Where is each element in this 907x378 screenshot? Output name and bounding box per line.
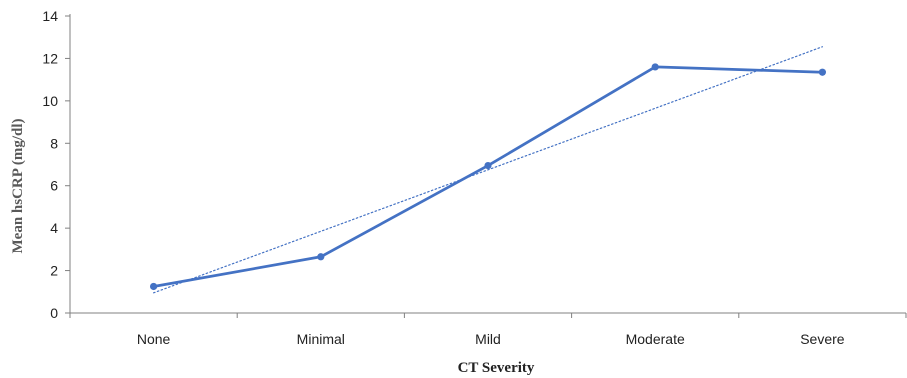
y-tick-label: 2 <box>50 263 58 279</box>
data-point <box>317 253 325 261</box>
x-tick-label: Minimal <box>297 331 345 347</box>
data-point <box>818 68 827 76</box>
series-line <box>152 65 824 288</box>
data-point <box>150 282 158 291</box>
x-tick-label: Severe <box>800 331 845 347</box>
y-tick-label: 4 <box>50 220 58 236</box>
data-point <box>651 63 659 71</box>
x-tick-label: Moderate <box>626 331 685 347</box>
y-axis-title: Mean hsCRP (mg/dl) <box>10 118 26 253</box>
y-tick-label: 0 <box>50 305 58 321</box>
y-tick-label: 6 <box>50 178 58 194</box>
y-tick-label: 14 <box>42 8 58 24</box>
x-tick-label: None <box>137 331 171 347</box>
x-axis: None Minimal Mild Moderate Severe <box>69 312 907 347</box>
linear-trendline <box>153 46 824 294</box>
y-tick-label: 10 <box>42 93 58 109</box>
y-tick-label: 12 <box>42 50 58 66</box>
x-tick-label: Mild <box>475 331 501 347</box>
x-axis-title: CT Severity <box>458 360 535 376</box>
y-tick-label: 8 <box>50 135 58 151</box>
series-layer <box>150 63 827 291</box>
data-point <box>484 161 492 170</box>
trendline-layer <box>153 46 824 294</box>
y-axis: 0 2 4 6 8 10 12 14 <box>42 8 71 321</box>
